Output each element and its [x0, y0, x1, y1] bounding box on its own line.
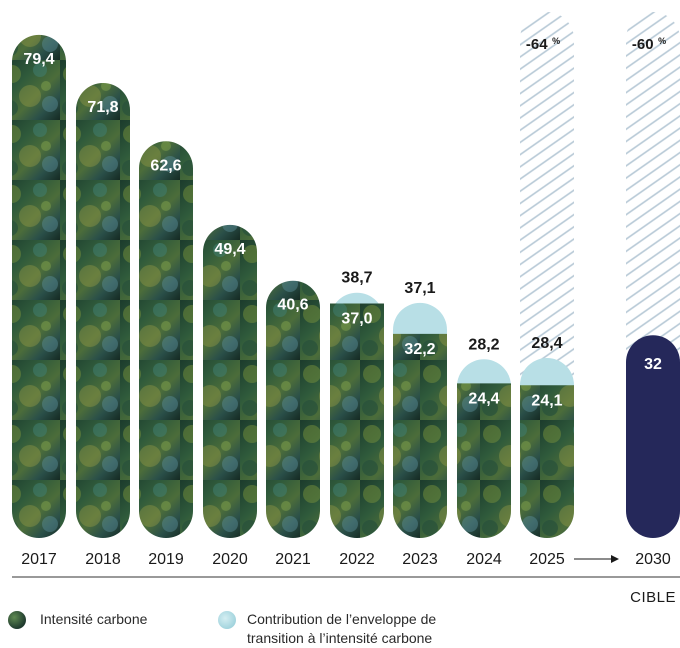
- carbon-intensity-bar-2021: [266, 280, 320, 538]
- reduction-unit-2030: %: [656, 36, 667, 46]
- carbon-intensity-segment-2024: [457, 383, 511, 538]
- bar-value-2017: 79,4: [23, 51, 54, 68]
- target-bar-2030: [626, 335, 680, 538]
- legend-swatch-transition-envelope: [218, 611, 236, 629]
- legend-carbon-intensity: Intensité carbone: [40, 610, 147, 629]
- bar-value-2021: 40,6: [277, 297, 308, 314]
- timeline-arrow-head: [611, 555, 619, 563]
- x-tick-label-2024: 2024: [466, 551, 502, 568]
- x-tick-label-2018: 2018: [85, 551, 121, 568]
- bar-value-2018: 71,8: [87, 99, 118, 116]
- legend-transition-envelope: Contribution de l’enveloppe de transitio…: [247, 610, 436, 648]
- legend-swatch-carbon-intensity: [8, 611, 26, 629]
- bar-total-label-2023: 37,1: [404, 280, 435, 297]
- x-tick-label-2019: 2019: [148, 551, 184, 568]
- bar-total-label-2025: 28,4: [531, 335, 562, 352]
- carbon-intensity-segment-2022: [330, 303, 384, 538]
- target-label: CIBLE: [630, 589, 676, 606]
- carbon-intensity-segment-2023: [393, 333, 447, 538]
- bar-total-label-2024: 28,2: [468, 336, 499, 353]
- x-tick-label-2021: 2021: [275, 551, 311, 568]
- x-tick-label-2025: 2025: [529, 551, 565, 568]
- carbon-intensity-bar-2019: [139, 141, 193, 538]
- bar-inner-label-2023: 32,2: [404, 341, 435, 358]
- legend-label-transition-line2: transition à l’intensité carbone: [247, 630, 433, 646]
- bar-inner-label-2025: 24,1: [531, 392, 562, 409]
- bar-value-2019: 62,6: [150, 157, 181, 174]
- x-tick-label-2022: 2022: [339, 551, 375, 568]
- x-tick-label-2017: 2017: [21, 551, 57, 568]
- bar-inner-label-2024: 24,4: [468, 390, 499, 407]
- carbon-intensity-bar-2018: [76, 82, 130, 539]
- carbon-intensity-bar-2020: [203, 224, 257, 539]
- bar-value-2030: 32: [644, 356, 662, 373]
- bar-inner-label-2022: 37,0: [341, 311, 372, 328]
- carbon-intensity-segment-2025: [520, 385, 574, 538]
- x-tick-label-2020: 2020: [212, 551, 248, 568]
- reduction-unit-2025: %: [550, 36, 561, 46]
- bar-value-2020: 49,4: [214, 241, 245, 258]
- legend-label-carbon-intensity: Intensité carbone: [40, 611, 148, 627]
- bar-total-label-2022: 38,7: [341, 270, 372, 287]
- carbon-intensity-bar-2017: [12, 34, 66, 539]
- legend-label-transition-line1: Contribution de l’enveloppe de: [247, 611, 437, 627]
- x-tick-label-2023: 2023: [402, 551, 438, 568]
- x-tick-label-2030: 2030: [635, 551, 671, 568]
